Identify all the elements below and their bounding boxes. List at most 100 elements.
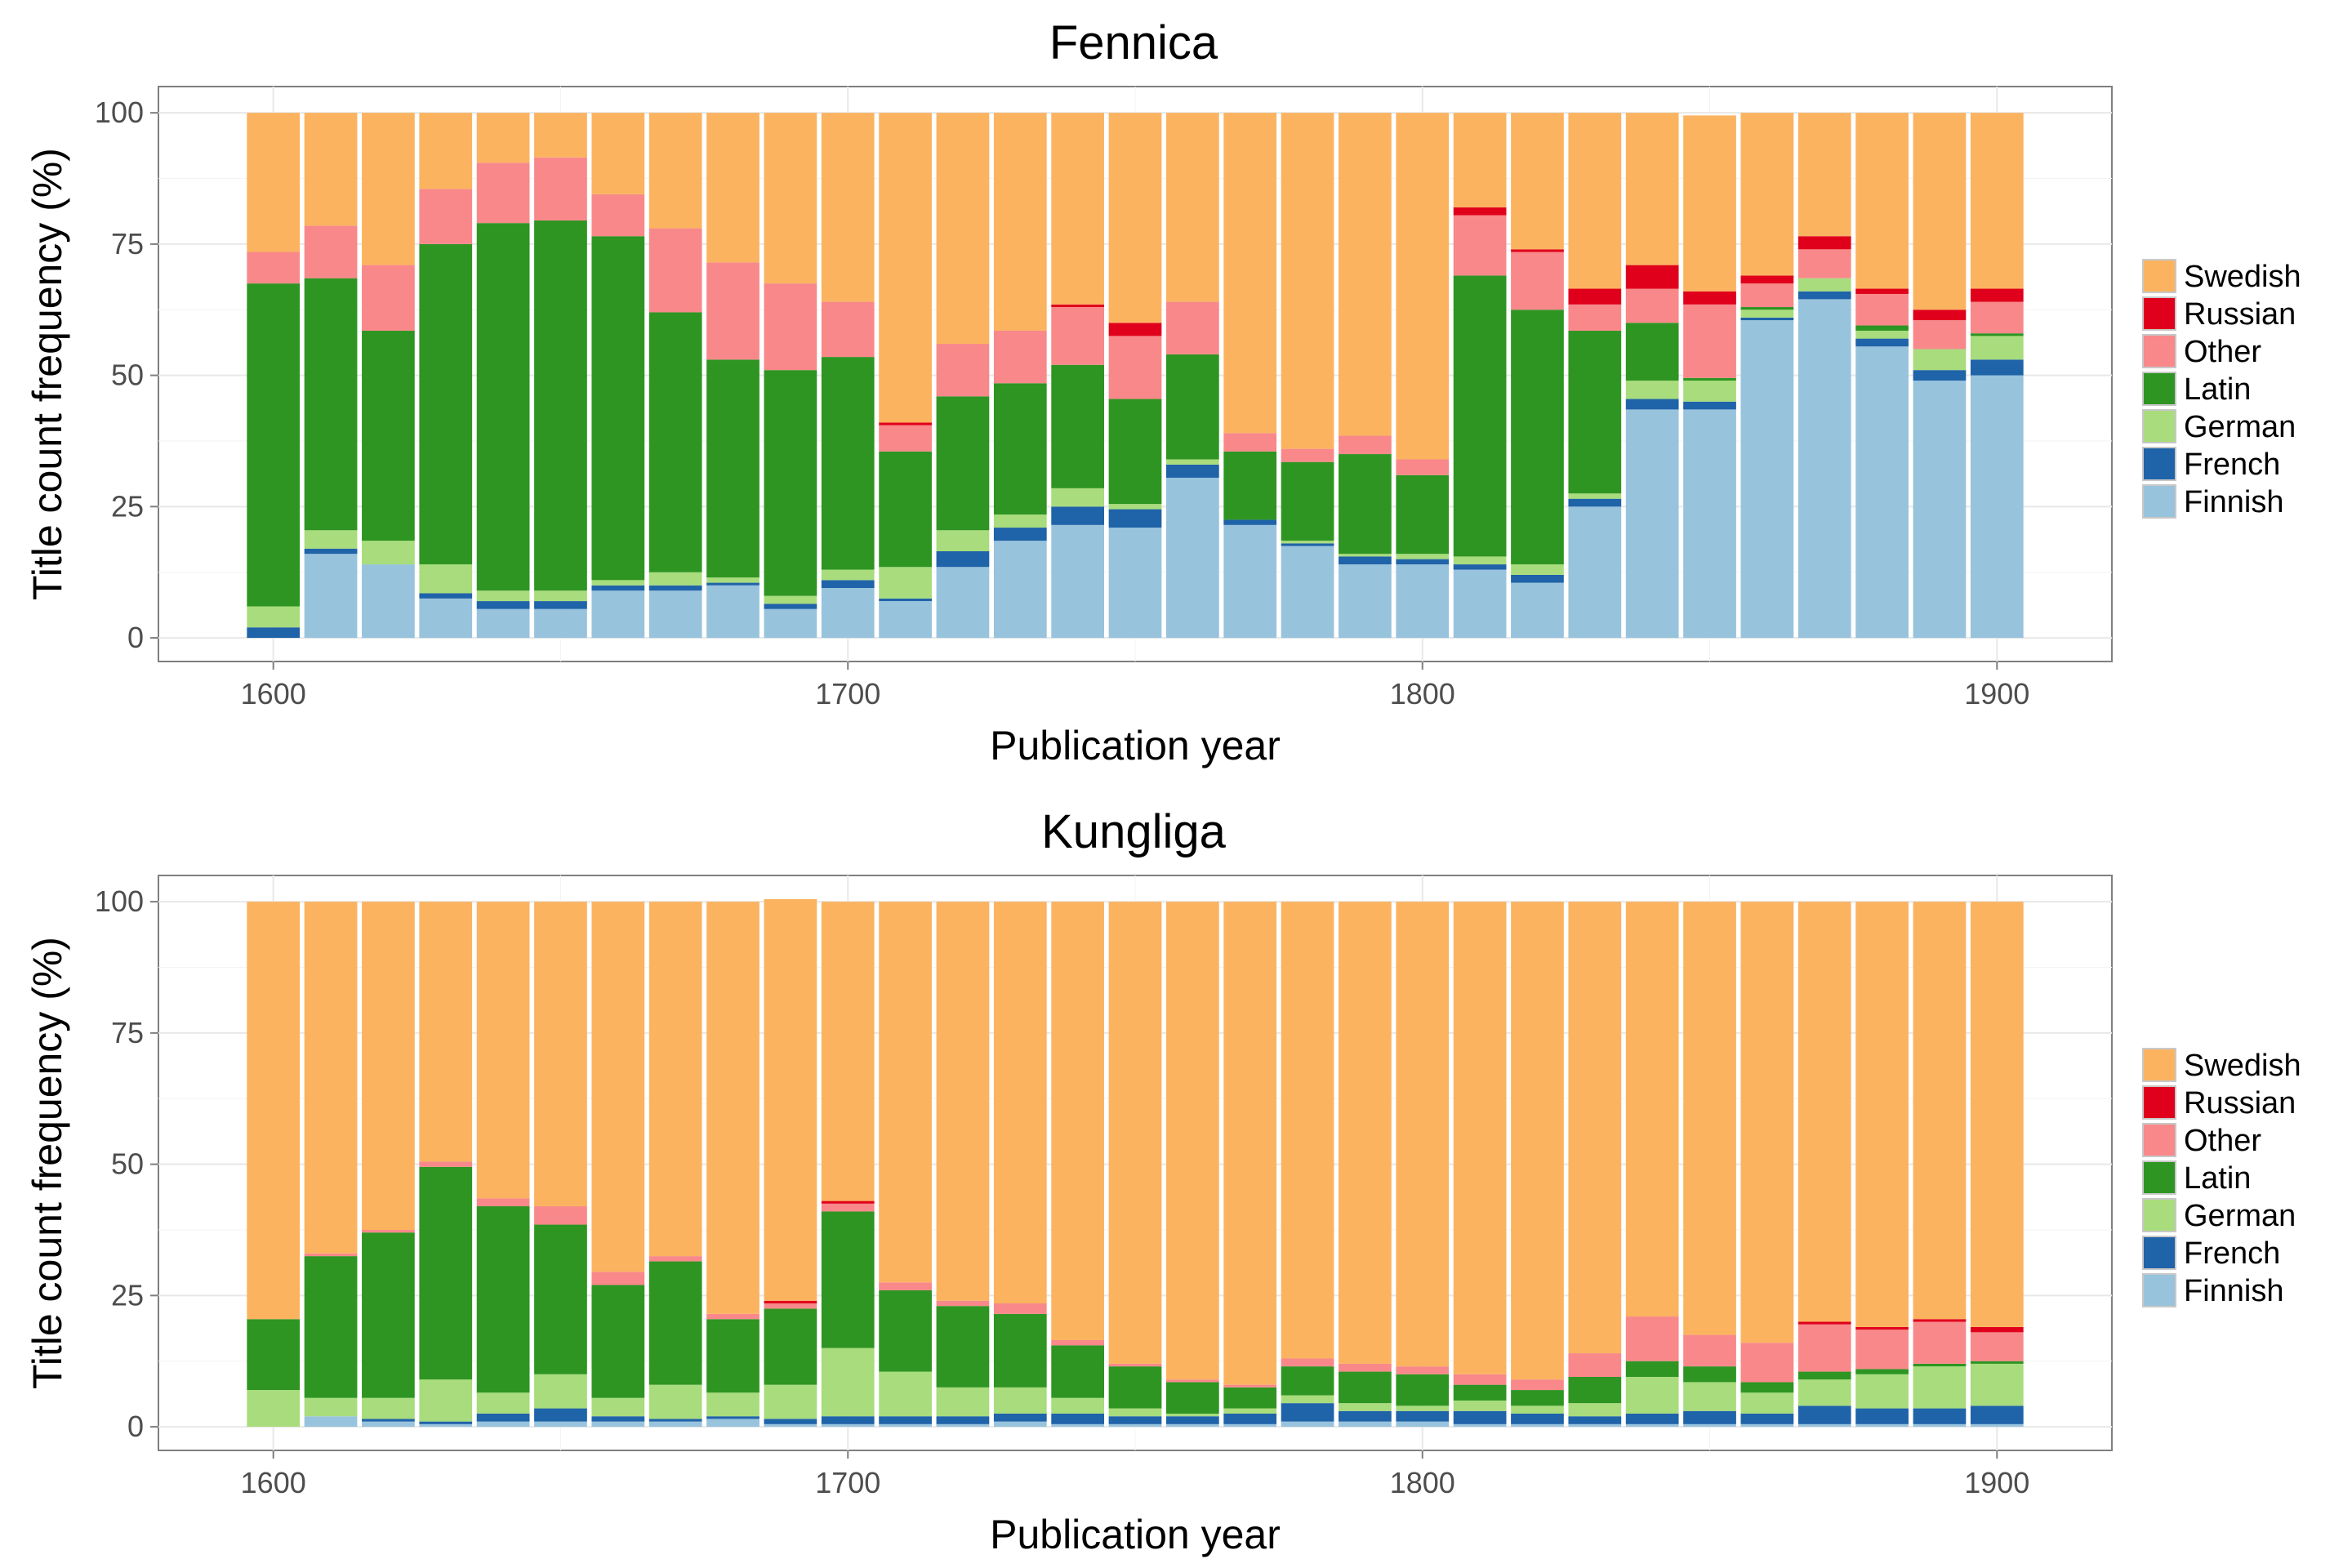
bar-segment-finnish [936, 567, 990, 639]
bar-segment-french [1797, 291, 1851, 300]
bar-segment-russian [821, 1200, 875, 1204]
bar-segment-french [1165, 464, 1219, 478]
bar-segment-german [821, 1348, 875, 1417]
bar-segment-swedish [1797, 902, 1851, 1322]
bar-segment-russian [1855, 1326, 1909, 1330]
bar-segment-german [1970, 1363, 2024, 1406]
bar-segment-french [1281, 1403, 1334, 1422]
legend-key-latin [2142, 1160, 2176, 1195]
bar-segment-swedish [1165, 902, 1219, 1380]
bar-segment-french [1108, 509, 1162, 528]
bar-segment-finnish [362, 1421, 415, 1428]
bar-segment-swedish [879, 113, 932, 423]
bar-segment-german [936, 530, 990, 551]
bar-segment-finnish [706, 585, 760, 639]
panel-title: Kungliga [1041, 805, 1226, 858]
bar-segment-french [534, 1408, 587, 1422]
y-tick-label: 0 [127, 621, 144, 654]
bar-segment-german [1797, 278, 1851, 292]
bar-segment-french [648, 585, 702, 591]
bar-segment-latin [1855, 325, 1909, 331]
bar-segment-swedish [764, 898, 817, 1301]
bar-segment-latin [1625, 323, 1679, 381]
legend-label-german: German [2184, 1199, 2296, 1233]
bar-segment-german [1165, 459, 1219, 465]
bar-segment-french [247, 627, 301, 639]
bar-segment-swedish [1108, 902, 1162, 1364]
legend-label-swedish: Swedish [2184, 1049, 2301, 1083]
bar-segment-swedish [1913, 902, 1967, 1320]
bar-segment-german [1339, 554, 1392, 557]
bar-segment-french [1740, 317, 1794, 321]
bar-segment-other [1223, 1384, 1277, 1388]
bar-segment-other [1740, 283, 1794, 308]
bar-segment-latin [764, 1308, 817, 1385]
legend-label-russian: Russian [2184, 1086, 2296, 1120]
bar-segment-latin [993, 383, 1047, 514]
bar-segment-other [879, 1282, 932, 1290]
bar-segment-latin [304, 278, 358, 531]
bar-segment-french [362, 1419, 415, 1422]
bar-segment-finnish [1453, 569, 1507, 639]
legend-label-russian: Russian [2184, 297, 2296, 332]
bar-segment-french [993, 1413, 1047, 1422]
bar-segment-french [764, 604, 817, 609]
bar-segment-other [1913, 1321, 1967, 1364]
y-tick-label: 100 [95, 884, 144, 918]
bar-segment-french [648, 1419, 702, 1422]
bar-segment-swedish [1683, 902, 1736, 1335]
bar-segment-german [1396, 1405, 1450, 1411]
bar-segment-finnish [764, 1423, 817, 1428]
bar-segment-french [1625, 1413, 1679, 1424]
bar-segment-finnish [1511, 1423, 1564, 1428]
bar-segment-other [648, 1256, 702, 1262]
bar-segment-finnish [879, 601, 932, 639]
bar-segment-finnish [419, 1423, 473, 1428]
bar-segment-german [591, 1397, 645, 1417]
bar-segment-finnish [1740, 320, 1794, 639]
bar-segment-swedish [1339, 113, 1392, 436]
bar-segment-french [1339, 1410, 1392, 1422]
bar-segment-other [1683, 1334, 1736, 1367]
bar-segment-french [1396, 1410, 1450, 1422]
bar-segment-other [534, 1206, 587, 1225]
bar-segment-russian [1511, 249, 1564, 252]
bar-segment-latin [1396, 1374, 1450, 1406]
bar-segment-swedish [706, 113, 760, 263]
bar-segment-other [362, 265, 415, 331]
bar-segment-swedish [1970, 902, 2024, 1327]
bar-segment-latin [1568, 1376, 1622, 1404]
bar-segment-german [1396, 554, 1450, 559]
bar-segment-german [1568, 493, 1622, 499]
bar-segment-swedish [764, 113, 817, 284]
bar-segment-other [1797, 249, 1851, 278]
bar-segment-latin [1108, 399, 1162, 505]
bar-segment-french [1511, 1413, 1564, 1424]
bar-segment-finnish [1625, 409, 1679, 639]
bar-segment-french [1511, 574, 1564, 583]
bar-segment-latin [993, 1313, 1047, 1388]
bar-segment-german [1683, 381, 1736, 402]
bar-segment-latin [1281, 1366, 1334, 1396]
bar-segment-german [1855, 1374, 1909, 1409]
bar-segment-latin [534, 220, 587, 591]
bar-segment-swedish [648, 902, 702, 1257]
x-tick-label: 1600 [241, 1466, 306, 1499]
bar-segment-swedish [1281, 113, 1334, 449]
bar-segment-finnish [591, 1421, 645, 1428]
bar-segment-swedish [648, 113, 702, 229]
bar-segment-other [1568, 1353, 1622, 1377]
bar-segment-other [1453, 1374, 1507, 1385]
bar-segment-finnish [706, 1419, 760, 1428]
bar-segment-russian [1453, 207, 1507, 216]
bar-segment-finnish [1683, 409, 1736, 639]
bar-segment-swedish [1511, 902, 1564, 1380]
bar-segment-french [764, 1419, 817, 1424]
bar-segment-other [362, 1229, 415, 1233]
bar-segment-latin [1453, 275, 1507, 557]
bar-segment-latin [476, 223, 530, 591]
bar-segment-swedish [534, 113, 587, 158]
bar-segment-swedish [993, 113, 1047, 331]
bar-segment-other [304, 225, 358, 278]
